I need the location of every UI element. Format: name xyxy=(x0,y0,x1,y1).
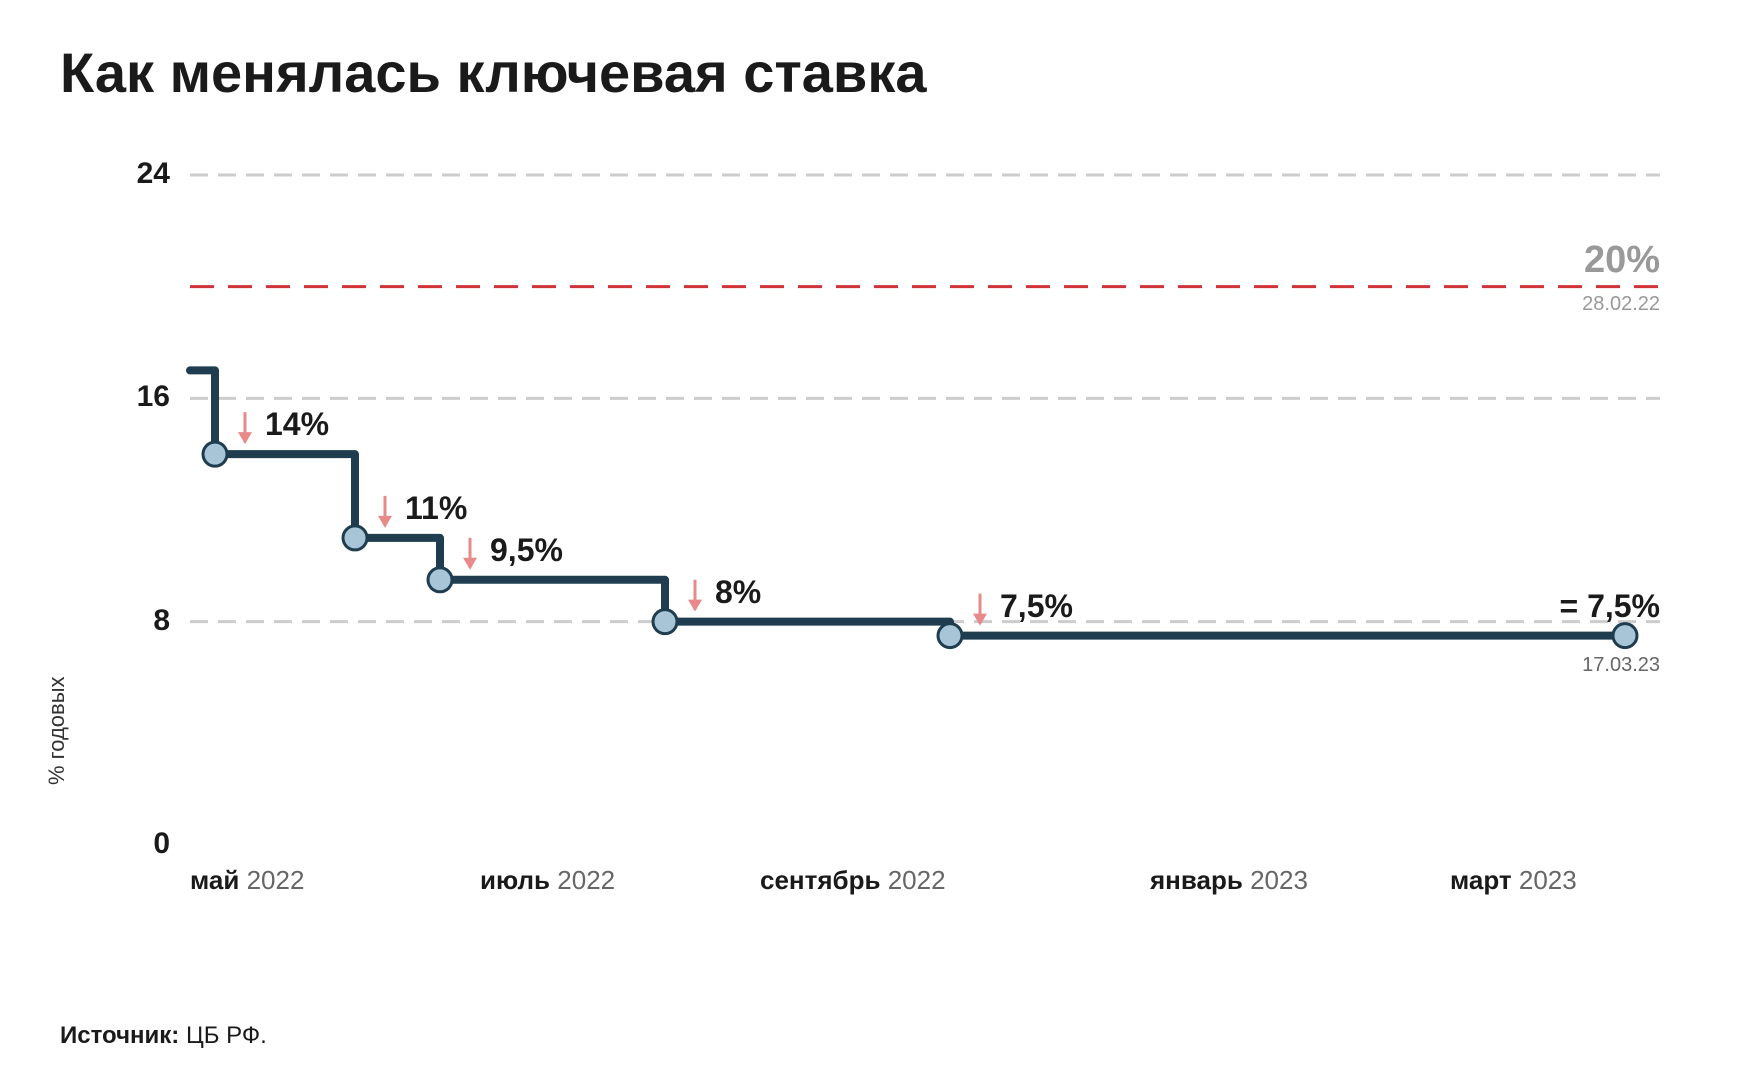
y-tick: 0 xyxy=(120,827,170,861)
y-tick: 8 xyxy=(120,604,170,638)
x-tick: январь 2023 xyxy=(1150,865,1308,896)
x-tick: сентябрь 2022 xyxy=(760,865,946,896)
end-point-date: 17.03.23 xyxy=(1582,654,1660,677)
data-point-label: 8% xyxy=(715,574,761,611)
end-point-label: = 7,5% xyxy=(1559,588,1660,625)
data-point-label: 9,5% xyxy=(490,532,563,569)
reference-label: 20% xyxy=(1584,239,1660,282)
data-point-label: 11% xyxy=(405,490,467,527)
y-tick: 16 xyxy=(120,380,170,414)
x-tick: май 2022 xyxy=(190,865,304,896)
source-line: Источник: ЦБ РФ. xyxy=(60,1022,267,1050)
y-axis-label: % годовых xyxy=(44,676,70,785)
chart-area: % годовых 08162420%28.02.2214%11%9,5%8%7… xyxy=(80,155,1680,915)
chart-svg xyxy=(80,155,1680,915)
reference-date: 28.02.22 xyxy=(1582,293,1660,316)
source-value: ЦБ РФ. xyxy=(186,1022,267,1049)
y-tick: 24 xyxy=(120,157,170,191)
x-tick: март 2023 xyxy=(1450,865,1577,896)
chart-title: Как менялась ключевая ставка xyxy=(60,40,1680,105)
source-label: Источник: xyxy=(60,1022,179,1049)
data-point-label: 14% xyxy=(265,406,329,443)
x-tick: июль 2022 xyxy=(480,865,615,896)
data-point-label: 7,5% xyxy=(1000,588,1073,625)
